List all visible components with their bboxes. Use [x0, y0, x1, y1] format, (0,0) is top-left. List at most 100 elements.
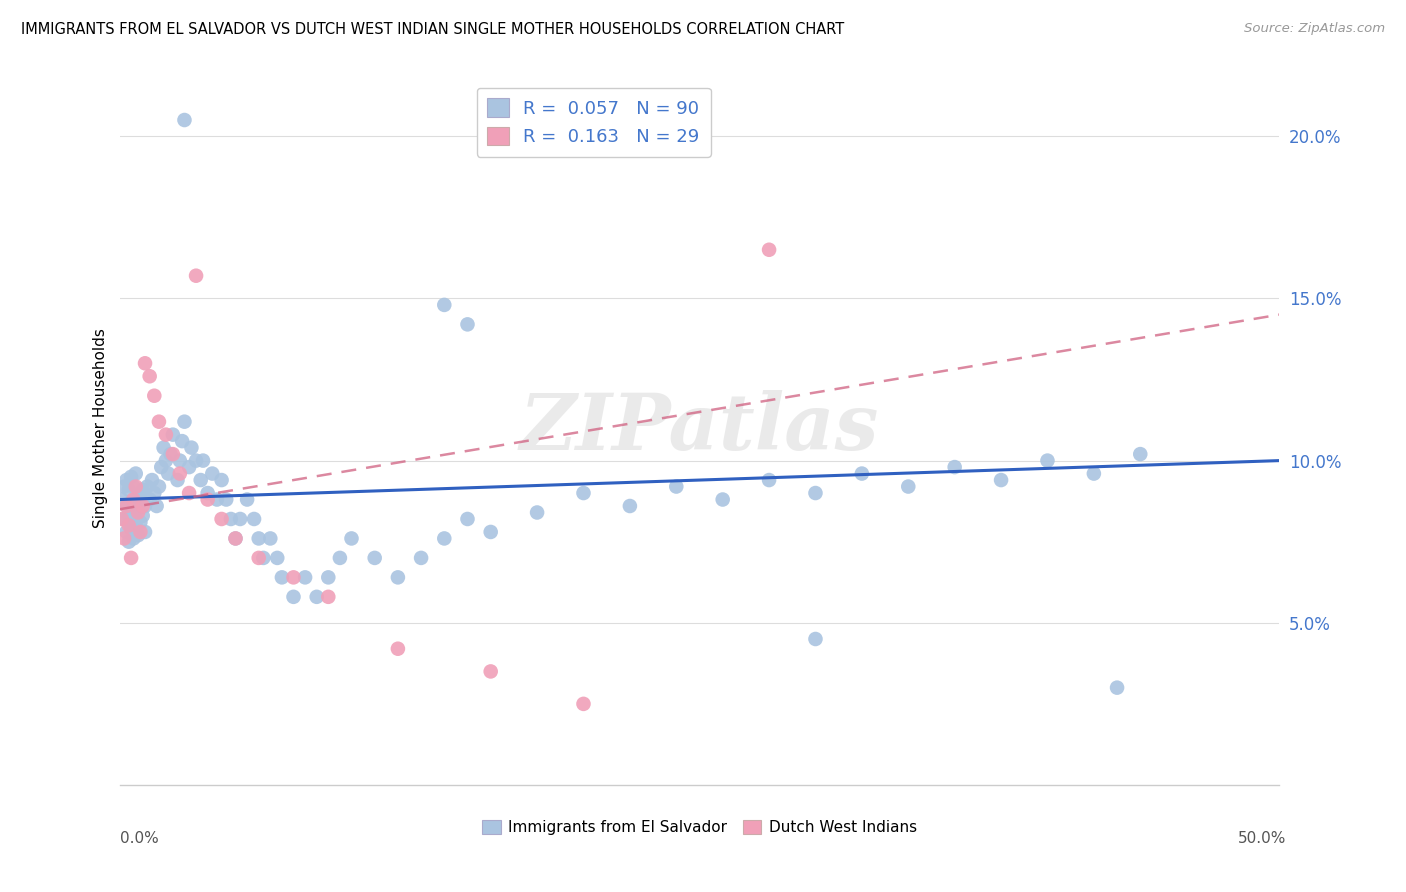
Point — [943, 460, 966, 475]
Point — [387, 570, 409, 584]
Point — [159, 447, 181, 461]
Point — [173, 113, 195, 128]
Point — [112, 479, 135, 493]
Point — [134, 356, 156, 370]
Point — [259, 532, 281, 546]
Point — [184, 453, 207, 467]
Point — [122, 532, 145, 546]
Point — [132, 499, 155, 513]
Point — [120, 550, 142, 565]
Point — [129, 515, 152, 529]
Point — [1129, 447, 1152, 461]
Point — [152, 441, 174, 455]
Point — [150, 460, 173, 475]
Point — [804, 486, 827, 500]
Point — [141, 473, 163, 487]
Point — [132, 483, 155, 497]
Point — [166, 473, 188, 487]
Point — [132, 508, 155, 523]
Point — [127, 528, 149, 542]
Point — [148, 479, 170, 493]
Point — [148, 415, 170, 429]
Point — [283, 590, 305, 604]
Point — [266, 550, 288, 565]
Point — [125, 492, 148, 507]
Point — [225, 532, 247, 546]
Text: Source: ZipAtlas.com: Source: ZipAtlas.com — [1244, 22, 1385, 36]
Point — [138, 492, 160, 507]
Point — [118, 508, 141, 523]
Point — [1036, 453, 1059, 467]
Point — [127, 502, 149, 516]
Point — [177, 486, 201, 500]
Text: ZIPatlas: ZIPatlas — [520, 390, 879, 467]
Point — [120, 496, 142, 510]
Point — [305, 590, 328, 604]
Point — [433, 532, 456, 546]
Point — [205, 492, 228, 507]
Point — [118, 483, 141, 497]
Point — [215, 492, 238, 507]
Point — [236, 492, 259, 507]
Point — [112, 512, 135, 526]
Point — [247, 532, 270, 546]
Point — [111, 512, 134, 526]
Point — [758, 473, 780, 487]
Point — [897, 479, 920, 493]
Point — [225, 532, 247, 546]
Point — [270, 570, 294, 584]
Point — [243, 512, 266, 526]
Point — [134, 524, 156, 539]
Legend: R =  0.057   N = 90, R =  0.163   N = 29: R = 0.057 N = 90, R = 0.163 N = 29 — [477, 87, 710, 157]
Point — [162, 427, 184, 442]
Point — [619, 499, 641, 513]
Point — [118, 534, 141, 549]
Point — [190, 473, 212, 487]
Point — [318, 570, 340, 584]
Point — [197, 486, 219, 500]
Point — [572, 486, 595, 500]
Point — [229, 512, 252, 526]
Point — [294, 570, 316, 584]
Point — [665, 479, 688, 493]
Point — [173, 415, 195, 429]
Point — [129, 489, 152, 503]
Point — [433, 298, 456, 312]
Point — [283, 570, 305, 584]
Point — [219, 512, 242, 526]
Point — [1107, 681, 1129, 695]
Point — [252, 550, 274, 565]
Point — [1083, 467, 1105, 481]
Point — [155, 453, 177, 467]
Point — [145, 499, 167, 513]
Point — [155, 427, 177, 442]
Point — [134, 499, 156, 513]
Point — [191, 453, 214, 467]
Point — [456, 318, 478, 332]
Point — [162, 447, 184, 461]
Point — [118, 518, 141, 533]
Text: 50.0%: 50.0% — [1239, 831, 1286, 846]
Point — [526, 506, 548, 520]
Point — [456, 512, 478, 526]
Point — [112, 532, 135, 546]
Point — [387, 641, 409, 656]
Point — [363, 550, 385, 565]
Point — [180, 441, 202, 455]
Point — [201, 467, 224, 481]
Point — [340, 532, 363, 546]
Point — [169, 467, 191, 481]
Point — [479, 665, 502, 679]
Point — [329, 550, 352, 565]
Point — [804, 632, 827, 646]
Point — [247, 550, 270, 565]
Point — [120, 470, 142, 484]
Y-axis label: Single Mother Households: Single Mother Households — [93, 328, 108, 528]
Point — [136, 479, 159, 493]
Point — [711, 492, 734, 507]
Point — [157, 467, 180, 481]
Point — [125, 518, 148, 533]
Point — [129, 524, 152, 539]
Point — [197, 492, 219, 507]
Point — [138, 369, 160, 384]
